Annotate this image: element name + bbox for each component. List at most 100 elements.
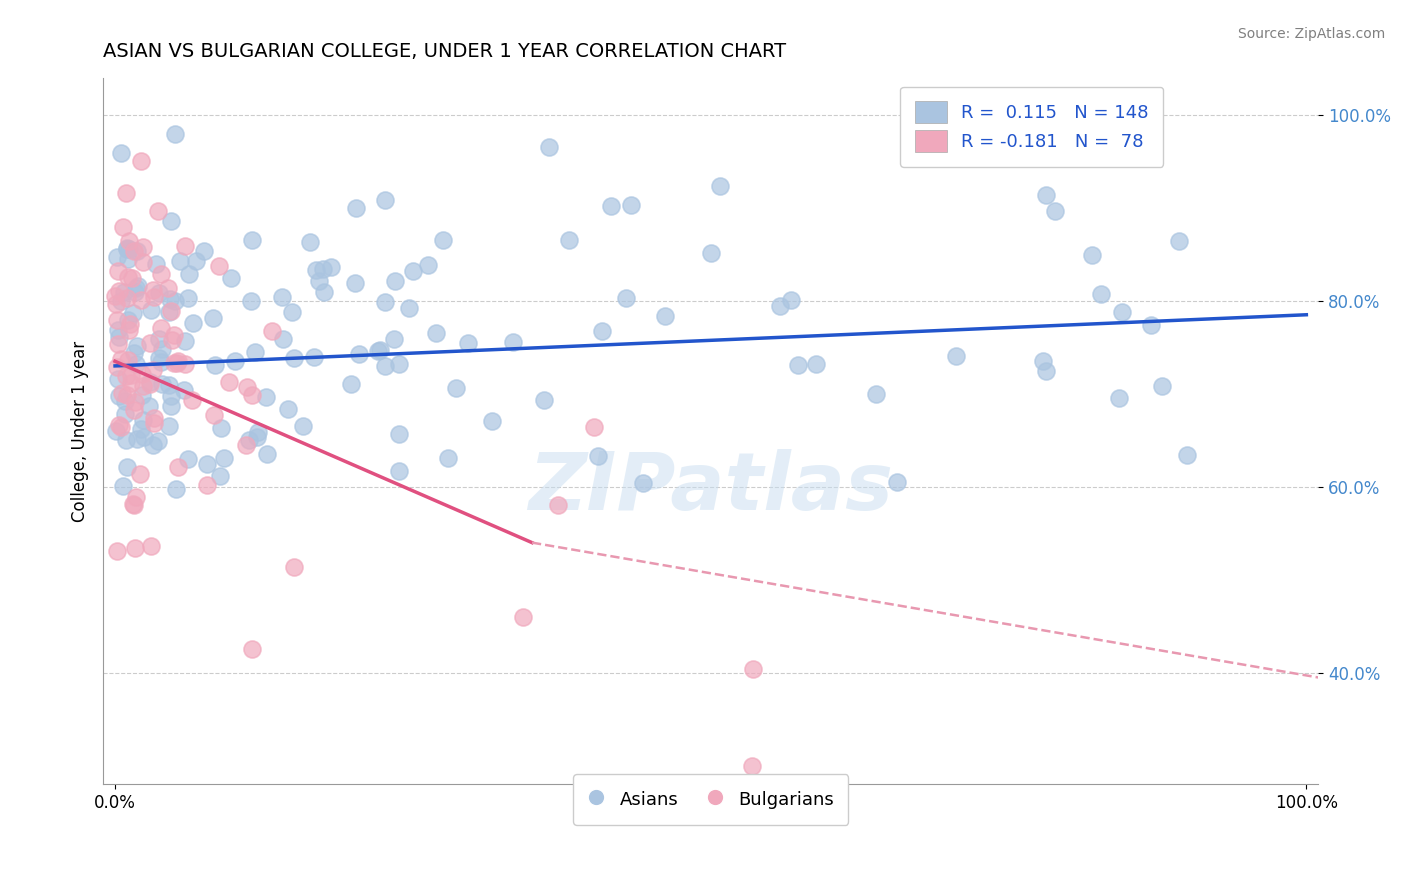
Point — [105, 250, 128, 264]
Point — [118, 243, 141, 257]
Point — [398, 301, 420, 316]
Point — [402, 264, 425, 278]
Point — [160, 213, 183, 227]
Point — [619, 198, 641, 212]
Point — [122, 498, 145, 512]
Point — [124, 244, 146, 259]
Point — [117, 269, 139, 284]
Point — [1152, 378, 1174, 392]
Point — [163, 356, 186, 370]
Point — [107, 323, 129, 337]
Point — [173, 383, 195, 397]
Point — [260, 324, 283, 338]
Point — [425, 326, 447, 340]
Point — [107, 284, 129, 298]
Point — [367, 344, 389, 359]
Point — [308, 274, 330, 288]
Point — [148, 286, 170, 301]
Text: ASIAN VS BULGARIAN COLLEGE, UNDER 1 YEAR CORRELATION CHART: ASIAN VS BULGARIAN COLLEGE, UNDER 1 YEAR… — [103, 42, 786, 61]
Point — [547, 498, 569, 512]
Point — [166, 356, 188, 370]
Point — [163, 328, 186, 343]
Point — [159, 293, 181, 307]
Point — [160, 400, 183, 414]
Point — [304, 350, 326, 364]
Point — [104, 297, 127, 311]
Point — [117, 252, 139, 267]
Point — [418, 258, 440, 272]
Point — [283, 559, 305, 574]
Point — [108, 388, 131, 402]
Point — [125, 432, 148, 446]
Point — [654, 309, 676, 323]
Point — [1175, 448, 1198, 462]
Point — [122, 497, 145, 511]
Point — [1035, 364, 1057, 378]
Point — [150, 267, 173, 281]
Point — [150, 343, 173, 357]
Point — [150, 321, 173, 335]
Point — [600, 199, 623, 213]
Point — [247, 425, 270, 440]
Point — [110, 146, 132, 161]
Point — [111, 386, 134, 401]
Point — [118, 317, 141, 331]
Point — [160, 333, 183, 347]
Point — [741, 662, 763, 676]
Point — [945, 350, 967, 364]
Y-axis label: College, Under 1 year: College, Under 1 year — [72, 341, 89, 522]
Point — [614, 291, 637, 305]
Point — [148, 204, 170, 219]
Point — [115, 241, 138, 255]
Point — [141, 539, 163, 553]
Point — [382, 332, 405, 346]
Point — [271, 290, 294, 304]
Point — [139, 377, 162, 392]
Point — [104, 289, 127, 303]
Point — [118, 322, 141, 336]
Point — [163, 294, 186, 309]
Point — [179, 267, 201, 281]
Point — [125, 490, 148, 504]
Point — [291, 418, 314, 433]
Point — [117, 353, 139, 368]
Point — [865, 387, 887, 401]
Point — [115, 387, 138, 401]
Point — [149, 355, 172, 369]
Point — [780, 293, 803, 307]
Point — [444, 382, 467, 396]
Point — [202, 408, 225, 422]
Point — [344, 201, 367, 215]
Point — [238, 433, 260, 447]
Point — [157, 419, 180, 434]
Point — [281, 304, 304, 318]
Point — [157, 304, 180, 318]
Point — [1139, 318, 1161, 332]
Point — [122, 402, 145, 417]
Point — [124, 357, 146, 371]
Legend: Asians, Bulgarians: Asians, Bulgarians — [574, 774, 848, 825]
Point — [157, 281, 180, 295]
Point — [111, 220, 134, 235]
Point — [125, 244, 148, 258]
Point — [110, 351, 132, 366]
Point — [235, 380, 257, 394]
Point — [146, 434, 169, 448]
Point — [124, 285, 146, 299]
Point — [240, 388, 263, 402]
Point — [344, 276, 367, 290]
Point — [114, 186, 136, 200]
Point — [121, 376, 143, 390]
Point — [131, 422, 153, 436]
Point — [374, 294, 396, 309]
Point — [159, 304, 181, 318]
Point — [368, 343, 391, 358]
Point — [157, 378, 180, 392]
Point — [112, 285, 135, 300]
Point — [129, 467, 152, 482]
Point — [388, 357, 411, 371]
Point — [114, 407, 136, 421]
Point — [235, 437, 257, 451]
Point — [127, 279, 149, 293]
Point — [436, 450, 458, 465]
